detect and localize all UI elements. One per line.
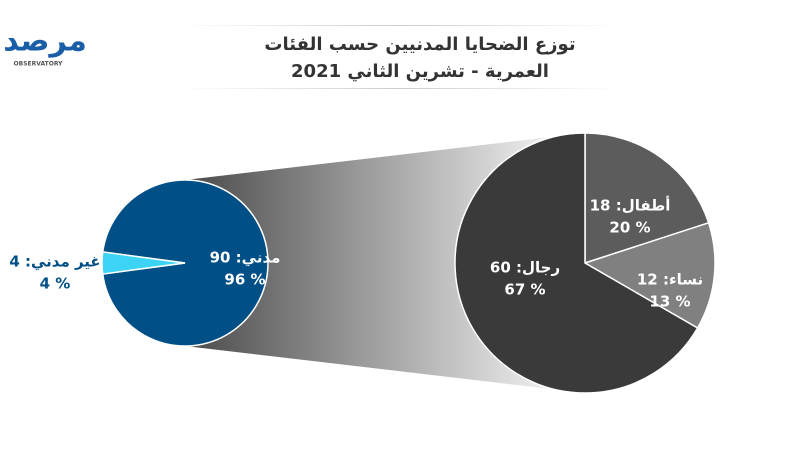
chart-title: توزع الضحايا المدنيين حسب الفئات: [264, 34, 575, 55]
logo: مرصد OBSERVATORY: [3, 24, 87, 68]
pie-slice: [454, 132, 699, 394]
title-rule: [180, 25, 620, 26]
logo-text: مرصد: [3, 24, 87, 59]
data-label: مدني: 90: [210, 249, 281, 267]
percent-label: 96 %: [224, 271, 265, 289]
percent-label: 13 %: [649, 293, 690, 311]
percent-label: 4 %: [40, 275, 71, 293]
data-label: رجال: 60: [490, 259, 560, 277]
data-label: نساء: 12: [637, 271, 703, 289]
data-label: أطفال: 18: [590, 196, 671, 215]
logo-subtitle: OBSERVATORY: [14, 61, 64, 68]
pie-slice: [584, 132, 710, 265]
percent-label: 20 %: [609, 219, 650, 237]
chart-title: العمرية - تشرين الثاني 2021: [291, 61, 549, 82]
pie-slice: [101, 179, 269, 347]
pie-slice: [583, 221, 716, 330]
title-rule: [180, 88, 620, 89]
percent-label: 67 %: [504, 281, 545, 299]
pie-slice: [101, 251, 186, 275]
data-label: غير مدني: 4: [9, 253, 100, 271]
